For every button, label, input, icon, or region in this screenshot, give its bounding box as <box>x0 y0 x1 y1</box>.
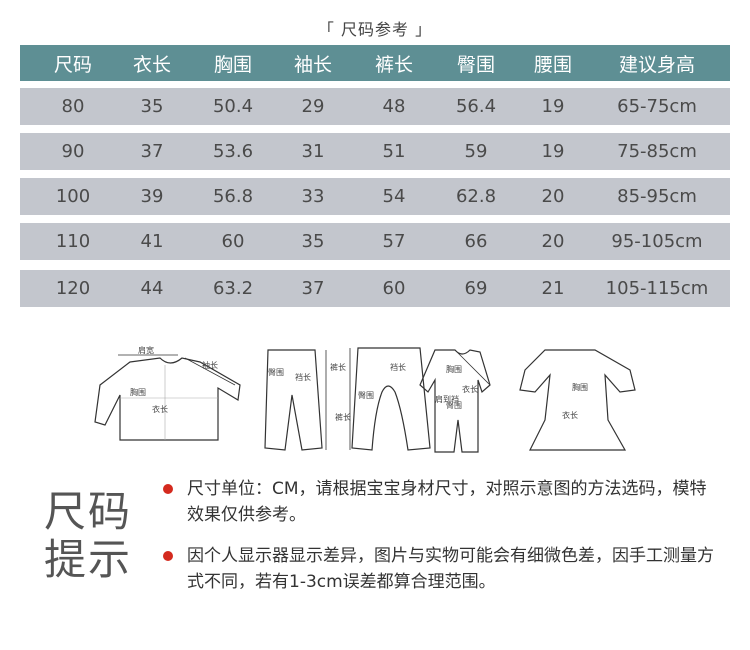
bullet-icon <box>163 484 173 494</box>
table-cell: 20 <box>541 231 565 252</box>
table-cell: 41 <box>140 231 164 252</box>
table-cell: 60 <box>382 278 406 299</box>
table-cell: 95-105cm <box>611 231 703 252</box>
svg-text:袖长: 袖长 <box>202 360 218 370</box>
table-cell: 33 <box>301 186 325 207</box>
table-cell: 48 <box>382 96 406 117</box>
svg-text:衣长: 衣长 <box>152 404 168 414</box>
table-cell: 50.4 <box>212 96 254 117</box>
table-cell: 35 <box>301 231 325 252</box>
table-cell: 90 <box>61 141 85 162</box>
table-header: 尺码 衣长 胸围 袖长 裤长 臀围 腰围 建议身高 <box>20 45 730 81</box>
column-header: 袖长 <box>293 53 333 76</box>
table-cell: 56.8 <box>212 186 254 207</box>
table-row: 120 44 63.2 37 60 69 21 105-115cm <box>20 270 730 307</box>
svg-text:裆长: 裆长 <box>390 362 406 372</box>
table-cell: 85-95cm <box>617 186 697 207</box>
table-cell: 62.8 <box>455 186 497 207</box>
table-cell: 100 <box>55 186 91 207</box>
column-header: 胸围 <box>213 53 253 76</box>
table-cell: 65-75cm <box>617 96 697 117</box>
table-cell: 63.2 <box>212 278 254 299</box>
table-cell: 69 <box>464 278 488 299</box>
open-crotch-pants-diagram: 臀围 裆长 裤长 <box>335 347 431 451</box>
table-cell: 110 <box>55 231 91 252</box>
shirt-diagram: 肩宽 袖长 胸围 衣长 <box>94 345 241 441</box>
table-cell: 39 <box>140 186 164 207</box>
table-cell: 19 <box>541 141 565 162</box>
table-cell: 54 <box>382 186 406 207</box>
svg-text:胸围: 胸围 <box>572 382 588 392</box>
svg-text:衣长: 衣长 <box>462 384 478 394</box>
table-cell: 105-115cm <box>605 278 709 299</box>
column-header: 腰围 <box>533 53 573 76</box>
svg-text:裤长: 裤长 <box>335 412 351 422</box>
svg-text:肩到裆: 肩到裆 <box>435 394 459 404</box>
romper-diagram: 胸围 肩到裆 衣长 臀围 <box>419 349 491 453</box>
garment-diagrams: 肩宽 袖长 胸围 衣长 臀围 裆长 裤长 臀围 裆长 裤长 胸围 肩到裆 衣长 … <box>94 345 636 453</box>
column-header: 衣长 <box>132 53 172 76</box>
tips-heading-line2: 提示 <box>44 535 133 584</box>
table-cell: 80 <box>61 96 85 117</box>
table-cell: 75-85cm <box>617 141 697 162</box>
column-header: 裤长 <box>374 53 414 76</box>
table-cell: 37 <box>301 278 325 299</box>
svg-text:臀围: 臀围 <box>446 401 462 410</box>
table-cell: 120 <box>55 278 91 299</box>
svg-text:胸围: 胸围 <box>130 387 146 397</box>
table-cell: 44 <box>140 278 164 299</box>
table-cell: 37 <box>140 141 164 162</box>
table-cell: 60 <box>221 231 245 252</box>
table-cell: 20 <box>541 186 565 207</box>
table-cell: 59 <box>464 141 488 162</box>
table-cell: 56.4 <box>455 96 497 117</box>
column-header: 尺码 <box>53 53 93 76</box>
svg-text:肩宽: 肩宽 <box>138 345 154 355</box>
svg-text:裆长: 裆长 <box>295 372 311 382</box>
svg-text:胸围: 胸围 <box>446 364 462 374</box>
column-header: 臀围 <box>456 53 496 76</box>
svg-text:臀围: 臀围 <box>268 368 284 377</box>
svg-text:衣长: 衣长 <box>562 410 578 420</box>
table-row: 110 41 60 35 57 66 20 95-105cm <box>20 223 730 260</box>
table-cell: 29 <box>301 96 325 117</box>
table-cell: 57 <box>382 231 406 252</box>
table-row: 90 37 53.6 31 51 59 19 75-85cm <box>20 133 730 170</box>
tip-item: 因个人显示器显示差异，图片与实物可能会有细微色差，因手工测量方式不同，若有1-3… <box>187 546 714 592</box>
table-cell: 31 <box>301 141 325 162</box>
pants-diagram: 臀围 裆长 裤长 <box>264 349 346 451</box>
table-cell: 53.6 <box>212 141 254 162</box>
table-row: 100 39 56.8 33 54 62.8 20 85-95cm <box>20 178 730 215</box>
table-cell: 35 <box>140 96 164 117</box>
bullet-icon <box>163 551 173 561</box>
table-cell: 51 <box>382 141 406 162</box>
svg-text:裤长: 裤长 <box>330 362 346 372</box>
table-cell: 21 <box>541 278 565 299</box>
table-row: 80 35 50.4 29 48 56.4 19 65-75cm <box>20 88 730 125</box>
table-cell: 19 <box>541 96 565 117</box>
chart-title: 「 尺码参考 」 <box>317 20 433 39</box>
table-cell: 66 <box>464 231 488 252</box>
dress-diagram: 胸围 衣长 <box>519 349 636 451</box>
tip-item: 尺寸单位：CM，请根据宝宝身材尺寸，对照示意图的方法选码，模特效果仅供参考。 <box>187 479 707 525</box>
column-header: 建议身高 <box>618 53 696 76</box>
svg-text:臀围: 臀围 <box>358 391 374 400</box>
tips-heading-line1: 尺码 <box>44 487 133 536</box>
